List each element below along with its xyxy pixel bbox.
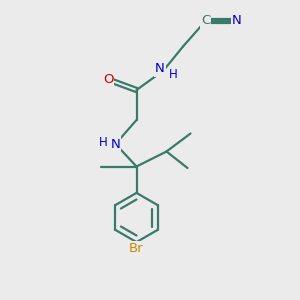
Text: H: H [98, 136, 107, 149]
Text: O: O [103, 73, 113, 86]
Text: N: N [155, 62, 164, 76]
Text: N: N [111, 137, 120, 151]
Text: N: N [232, 14, 242, 28]
Text: H: H [169, 68, 178, 82]
Text: Br: Br [129, 242, 144, 255]
Text: C: C [201, 14, 210, 28]
